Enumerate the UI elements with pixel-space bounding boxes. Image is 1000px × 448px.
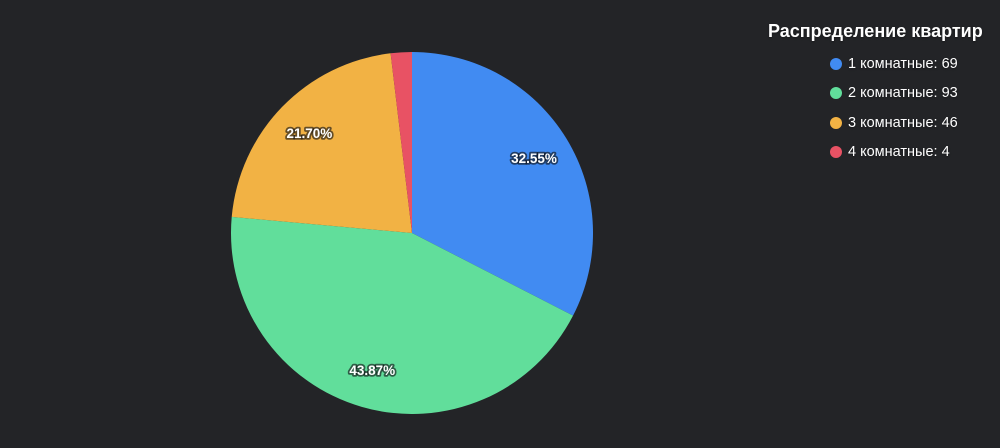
- legend-item-label: 2 комнатные: 93: [848, 85, 958, 102]
- legend-marker-icon: [830, 57, 842, 70]
- pie-slice-percent-label: 21.70%: [287, 126, 333, 141]
- pie-chart: 32.55% 43.87% 21.70%: [231, 52, 593, 414]
- legend-item-3-komnatnye[interactable]: 3 комнатные: 46: [830, 108, 983, 138]
- legend-marker-icon: [830, 87, 842, 100]
- pie-slice-3: [231, 53, 412, 234]
- pie-slice-4: [390, 52, 412, 233]
- pie-slice-percent-label: 32.55%: [511, 151, 557, 166]
- legend-item-1-komnatnye[interactable]: 1 комнатные: 69: [830, 49, 983, 79]
- chart-legend-title: Распределение квартир: [768, 21, 983, 41]
- legend-item-label: 1 комнатные: 69: [848, 55, 958, 72]
- legend-item-2-komnatnye[interactable]: 2 комнатные: 93: [830, 79, 983, 109]
- pie-slice-percent-label: 43.87%: [349, 363, 395, 378]
- legend-item-label: 4 комнатные: 4: [848, 144, 950, 161]
- pie-slice-1: [412, 52, 593, 316]
- legend-item-label: 3 комнатные: 46: [848, 114, 958, 131]
- pie-chart-area: 32.55% 43.87% 21.70%: [231, 52, 593, 414]
- legend-item-4-komnatnye[interactable]: 4 комнатные: 4: [830, 138, 983, 168]
- legend-marker-icon: [830, 116, 842, 129]
- chart-legend: Распределение квартир 1 комнатные: 69 2 …: [768, 21, 983, 167]
- legend-marker-icon: [830, 146, 842, 159]
- pie-slice-2: [231, 216, 574, 414]
